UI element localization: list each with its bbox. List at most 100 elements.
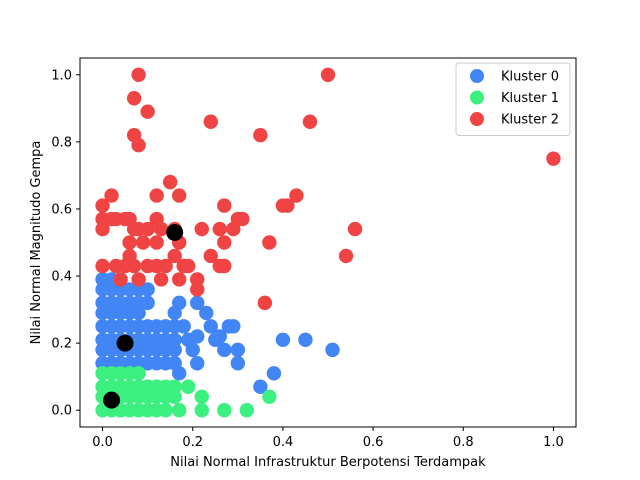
legend-label: Kluster 1: [501, 91, 559, 106]
point-series-2-61: [203, 248, 218, 264]
point-series-2-31: [149, 235, 164, 250]
y-tick-label: 0.2: [51, 337, 72, 352]
point-series-2-37: [217, 235, 232, 250]
point-series-2-46: [113, 272, 128, 287]
point-series-0-77: [298, 332, 313, 347]
point-series-2-32: [153, 221, 169, 237]
x-tick-label: 0.4: [273, 435, 294, 450]
point-series-0-64: [190, 329, 205, 344]
legend: Kluster 0 Kluster 1 Kluster 2: [455, 62, 571, 136]
point-series-2-26: [122, 235, 137, 250]
legend-marker: [470, 69, 484, 83]
point-series-0-62: [190, 295, 205, 311]
point-series-2-15: [289, 188, 304, 203]
point-series-2-60: [190, 282, 205, 297]
point-series-2-53: [153, 272, 169, 287]
y-tick-label: 0.0: [51, 404, 72, 419]
point-series-2-56: [172, 272, 187, 287]
point-series-2-0: [131, 67, 146, 82]
point-series-1-36: [239, 403, 255, 418]
point-series-2-14: [280, 198, 295, 213]
point-series-2-54: [158, 258, 173, 274]
point-series-3-1: [116, 334, 134, 352]
legend-label: Kluster 0: [501, 70, 559, 85]
point-series-1-30: [167, 389, 182, 405]
scatter-points: [95, 67, 561, 418]
legend-marker: [470, 112, 484, 126]
point-series-2-4: [140, 104, 155, 119]
point-series-2-9: [162, 174, 178, 190]
point-series-2-3: [131, 138, 146, 153]
x-tick-label: 0.0: [92, 435, 113, 450]
point-series-0-74: [253, 379, 268, 394]
point-series-0-61: [185, 342, 200, 358]
point-series-0-78: [325, 342, 340, 358]
point-series-2-12: [217, 198, 232, 213]
y-tick-label: 0.6: [51, 202, 72, 217]
point-series-2-44: [95, 258, 110, 274]
axes-frame: [79, 57, 577, 428]
point-series-1-16: [131, 366, 146, 381]
point-series-2-6: [203, 114, 218, 129]
point-series-2-49: [126, 258, 142, 274]
legend-marker: [470, 90, 484, 105]
point-series-1-31: [172, 403, 187, 418]
point-series-2-16: [546, 151, 561, 166]
point-series-2-20: [104, 188, 119, 203]
point-series-1-32: [181, 379, 196, 394]
point-series-0-73: [230, 356, 246, 371]
point-series-1-29: [167, 379, 182, 394]
x-tick-label: 0.2: [182, 435, 203, 450]
point-series-2-5: [320, 67, 336, 82]
point-series-0-54: [167, 332, 182, 347]
point-series-0-75: [266, 366, 282, 381]
point-series-2-36: [212, 221, 227, 237]
point-series-2-1: [126, 91, 142, 106]
point-series-2-43: [338, 248, 354, 264]
point-series-0-59: [172, 366, 187, 381]
point-series-1-28: [158, 403, 173, 418]
point-series-3-2: [166, 223, 184, 241]
point-series-0-71: [226, 319, 241, 334]
point-series-2-11: [172, 188, 187, 203]
y-tick-label: 0.4: [51, 270, 72, 285]
point-series-2-59: [190, 272, 205, 287]
point-series-1-37: [262, 389, 277, 405]
point-series-0-33: [131, 305, 146, 321]
point-series-2-7: [253, 127, 268, 143]
y-axis-label: Nilai Normal Magnitudo Gempa: [29, 141, 44, 345]
point-series-0-55: [167, 342, 182, 358]
x-tick-label: 0.8: [453, 435, 474, 450]
point-series-2-64: [257, 295, 273, 311]
point-series-0-76: [275, 332, 291, 347]
point-series-2-41: [262, 235, 277, 250]
point-series-2-29: [140, 221, 155, 237]
point-series-2-8: [302, 114, 318, 129]
point-series-2-55: [167, 248, 182, 264]
point-series-0-57: [172, 295, 187, 311]
legend-label: Kluster 2: [501, 113, 559, 128]
x-tick-label: 1.0: [543, 435, 564, 450]
point-series-0-66: [203, 319, 218, 334]
point-series-1-33: [194, 389, 209, 405]
point-series-2-17: [95, 198, 110, 213]
legend-box: [455, 62, 571, 136]
point-series-0-72: [230, 342, 246, 358]
x-tick-label: 0.6: [363, 435, 384, 450]
y-tick-label: 1.0: [51, 68, 72, 83]
x-axis-label: Nilai Normal Infrastruktur Berpotensi Te…: [170, 455, 486, 470]
point-series-2-19: [95, 221, 110, 237]
point-series-0-38: [140, 282, 155, 297]
point-series-2-35: [194, 221, 209, 237]
point-series-2-40: [235, 211, 250, 227]
point-series-2-58: [181, 258, 196, 274]
point-series-1-34: [194, 403, 209, 418]
point-series-0-68: [212, 329, 227, 344]
point-series-0-58: [176, 319, 191, 334]
y-tick-label: 0.8: [51, 135, 72, 150]
point-series-0-69: [217, 342, 232, 358]
point-series-2-10: [149, 188, 164, 203]
point-series-0-39: [140, 295, 155, 311]
point-series-0-65: [199, 305, 214, 321]
